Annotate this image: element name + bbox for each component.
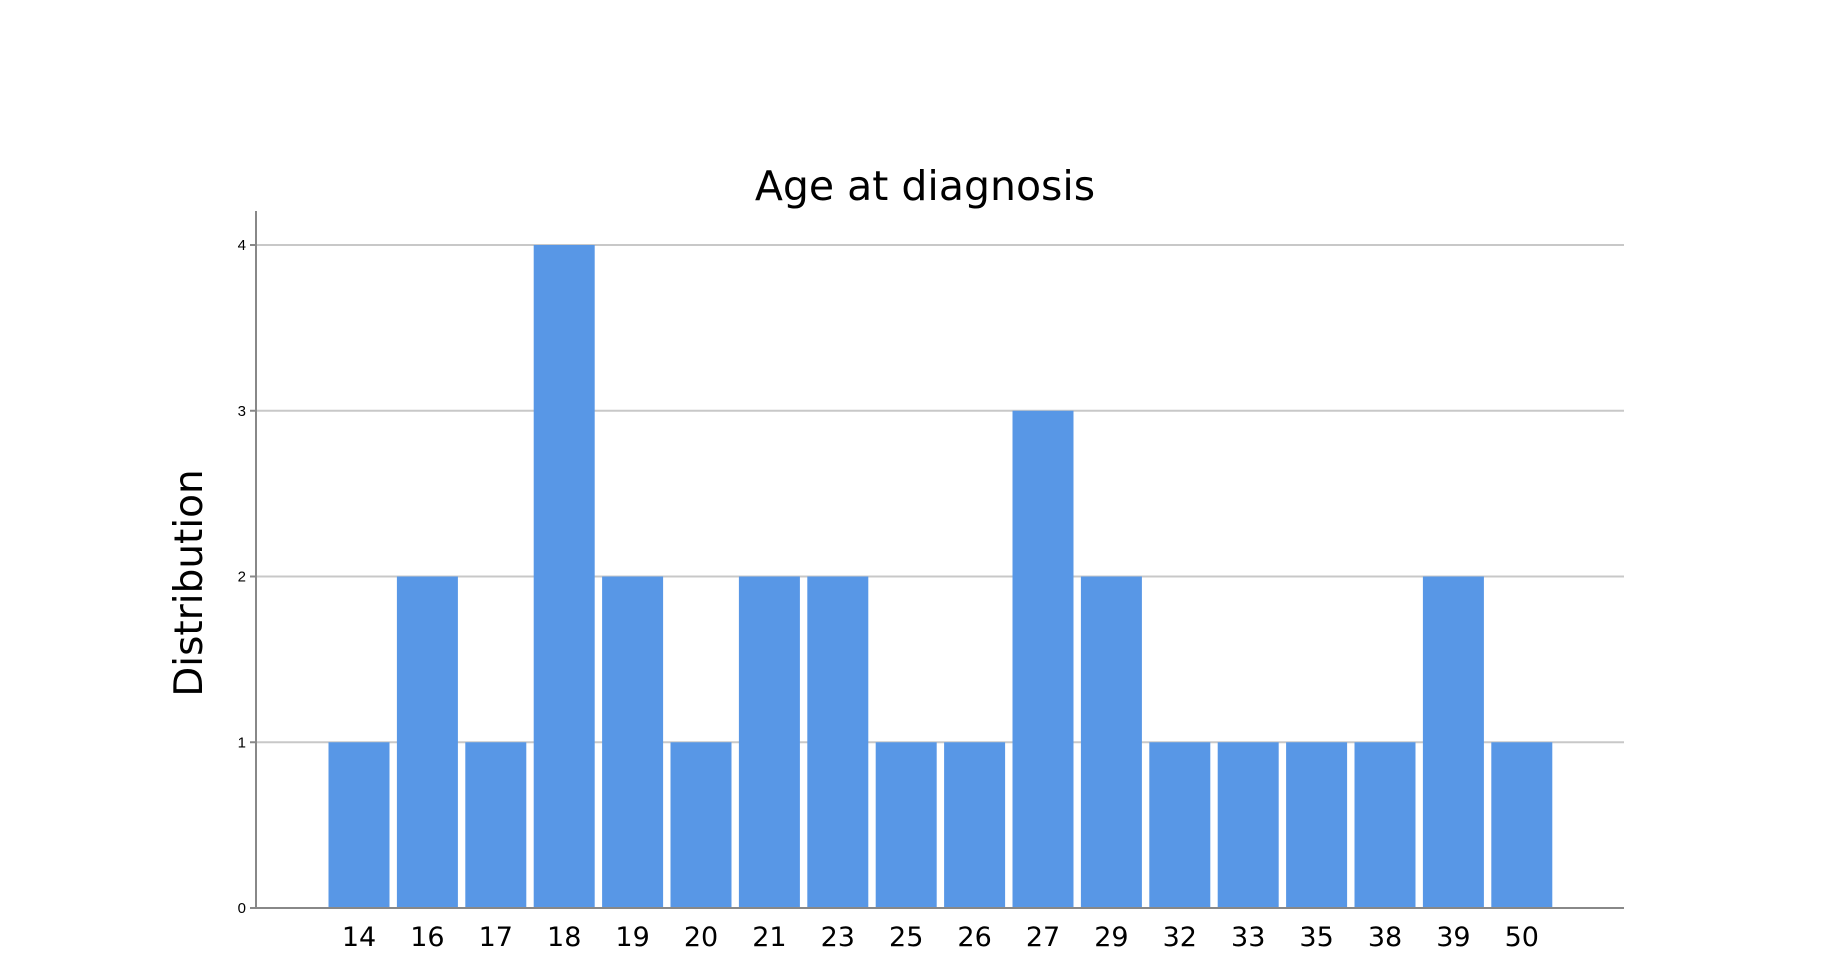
bars [328,245,1553,908]
x-tick-label: 29 [1094,922,1128,953]
y-ticks: 0 1 2 3 4 [238,237,256,917]
bar-17 [465,742,527,908]
gridlines [256,244,1624,744]
bar-35 [1286,742,1348,908]
x-tick-label: 33 [1231,922,1265,953]
x-tick-label: 19 [615,922,649,953]
chart-title: Age at diagnosis [755,162,1095,210]
x-tick-label: 21 [752,922,786,953]
x-tick-label: 39 [1436,922,1470,953]
x-tick-label: 18 [547,922,581,953]
bar-32 [1149,742,1211,908]
x-tick-label: 20 [684,922,718,953]
bar-16 [396,576,458,908]
x-tick-label: 23 [821,922,855,953]
bar-18 [533,245,595,908]
x-tick-label: 25 [889,922,923,953]
y-tick-label: 0 [238,900,246,917]
bar-23 [807,576,869,908]
x-tick-label: 32 [1163,922,1197,953]
bar-33 [1217,742,1279,908]
bar-26 [944,742,1006,908]
bar-39 [1422,576,1484,908]
bar-20 [670,742,732,908]
axes [255,211,1624,909]
bar-29 [1080,576,1142,908]
x-tick-label: 14 [342,922,376,953]
y-axis-label: Distribution [167,469,212,697]
x-tick-label: 35 [1299,922,1333,953]
y-tick-label: 1 [238,734,246,751]
x-tick-label: 16 [410,922,444,953]
bar-19 [602,576,664,908]
bar-21 [738,576,800,908]
x-tick-label: 50 [1505,922,1539,953]
x-ticks: 14 16 17 18 19 20 21 23 25 26 27 29 32 33 35 38 39 50 [342,922,1539,953]
x-tick-label: 27 [1026,922,1060,953]
x-tick-label: 38 [1368,922,1402,953]
bar-27 [1012,410,1074,908]
y-tick-label: 4 [238,237,246,254]
bar-14 [328,742,390,908]
y-tick-label: 3 [238,403,246,420]
bar-50 [1491,742,1553,908]
x-tick-label: 17 [479,922,513,953]
bar-25 [875,742,937,908]
y-tick-label: 2 [238,569,246,586]
x-tick-label: 26 [957,922,991,953]
bar-38 [1354,742,1416,908]
